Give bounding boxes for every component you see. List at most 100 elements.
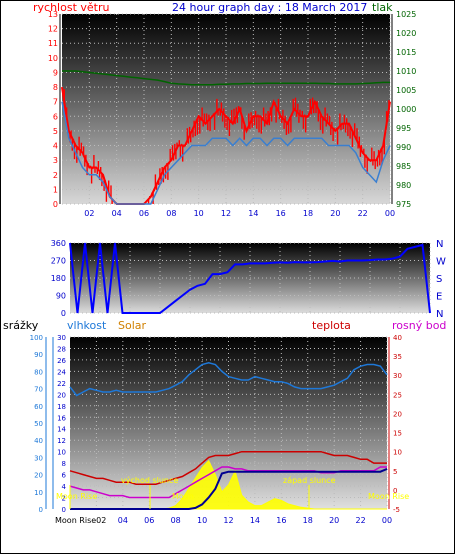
x-tick-label: 22	[355, 516, 365, 525]
compass-label: S	[436, 274, 442, 285]
wind-tick-label: 9	[53, 68, 58, 77]
rain-tick-label: 20	[34, 472, 43, 480]
humidity-tick-label: 16	[57, 414, 66, 422]
x-tick-label: 18	[303, 516, 313, 525]
rain-tick-label: 40	[34, 437, 43, 445]
wind-tick-label: 5	[53, 127, 58, 136]
pressure-tick-label: 1000	[396, 105, 416, 114]
moon-rise-left: Moon Rise	[56, 492, 97, 501]
pressure-tick-label: 1010	[396, 67, 416, 76]
x-tick-label: 20	[330, 209, 340, 218]
wind-tick-label: 0	[53, 200, 58, 209]
x-tick-label: 04	[112, 209, 122, 218]
compass-label: W	[436, 257, 446, 268]
rain-tick-label: 0	[39, 506, 43, 514]
humidity-tick-label: 4	[62, 483, 67, 491]
series-line	[69, 362, 388, 397]
wind-tick-label: 3	[53, 156, 58, 165]
wind-tick-label: 12	[48, 25, 58, 34]
temperature-tick-label: 10	[393, 449, 402, 457]
rain-tick-label: 10	[34, 489, 43, 497]
x-tick-label: 04	[118, 516, 128, 525]
humidity-tick-label: 30	[57, 334, 66, 342]
temperature-axis-ticks: -5 0 5 10 15 20 25 30 35 40	[393, 334, 402, 514]
humidity-label: vlhkost	[67, 319, 107, 332]
direction-tick-label: 90	[56, 292, 66, 301]
humidity-tick-label: 12	[57, 437, 66, 445]
pressure-tick-label: 975	[396, 200, 411, 209]
series-line	[69, 450, 387, 485]
temperature-tick-label: 15	[393, 430, 402, 438]
x-tick-label: 12	[221, 209, 231, 218]
direction-tick-label: 270	[51, 257, 66, 266]
pressure-axis-ticks: 975 980 985 990 995 1000 1005 1010 1015 1020 1025	[396, 10, 416, 209]
x-tick-label: 12	[223, 516, 233, 525]
temperature-tick-label: 30	[393, 372, 402, 380]
panel-wind-pressure	[62, 14, 390, 204]
solar-label: Solar	[118, 319, 147, 332]
temperature-tick-label: 40	[393, 334, 402, 342]
sunrise-label: východ slunce	[121, 476, 178, 485]
rain-tick-label: 30	[34, 454, 43, 462]
temperature-tick-label: 25	[393, 391, 402, 399]
panel1-x-ticks: 02 04 06 08 10 12 14 16 18 20 22 00	[84, 209, 395, 218]
humidity-tick-label: 24	[57, 368, 66, 376]
x-tick-label: 00	[382, 516, 392, 525]
rain-tick-label: 80	[34, 368, 43, 376]
x-tick-label: 06	[144, 516, 154, 525]
pressure-tick-label: 995	[396, 124, 411, 133]
wind-tick-label: 4	[53, 142, 58, 151]
pressure-tick-label: 1025	[396, 10, 416, 19]
temperature-tick-label: 5	[393, 468, 397, 476]
rain-tick-label: 50	[34, 420, 43, 428]
series-line	[61, 101, 391, 205]
pressure-tick-label: 990	[396, 143, 411, 152]
x-tick-label: 16	[276, 516, 286, 525]
humidity-tick-label: 20	[57, 391, 66, 399]
wind-tick-label: 2	[53, 171, 58, 180]
rain-axis-ticks: 0 10 20 30 40 50 60 70 80 90 100	[30, 334, 43, 514]
direction-tick-label: 0	[61, 309, 66, 318]
dewpoint-label: rosný bod	[392, 319, 446, 332]
panel3-series	[69, 362, 388, 510]
humidity-tick-label: 22	[57, 380, 66, 388]
wind-tick-label: 13	[48, 10, 58, 19]
moon-label: Moon	[172, 492, 194, 501]
pressure-tick-label: 1020	[396, 29, 416, 38]
rain-tick-label: 100	[30, 334, 43, 342]
humidity-tick-label: 26	[57, 357, 66, 365]
rain-tick-label: 70	[34, 386, 43, 394]
pressure-tick-label: 1005	[396, 86, 416, 95]
x-tick-label: 08	[166, 209, 176, 218]
chart-title: 24 hour graph day : 18 March 2017	[172, 1, 367, 14]
rain-tick-label: 60	[34, 403, 43, 411]
rain-tick-label: 90	[34, 351, 43, 359]
x-tick-label: 10	[194, 209, 204, 218]
x-tick-label: 00	[385, 209, 395, 218]
pressure-tick-label: 985	[396, 162, 411, 171]
pressure-tick-label: 1015	[396, 48, 416, 57]
wind-tick-label: 7	[53, 98, 58, 107]
panel-humidity-temp	[70, 337, 387, 509]
wind-tick-label: 1	[53, 185, 58, 194]
wind-speed-label: rychlost větru	[33, 1, 109, 14]
temperature-label: teplota	[312, 319, 351, 332]
x-tick-label: 02	[84, 209, 94, 218]
humidity-tick-label: 6	[62, 472, 67, 480]
temperature-tick-label: -5	[393, 506, 400, 514]
direction-line	[69, 242, 431, 314]
humidity-tick-label: 2	[62, 495, 66, 503]
humidity-tick-label: 8	[62, 460, 66, 468]
direction-axis-ticks: 0 90 180 270 360	[51, 239, 66, 318]
rain-label: srážky	[3, 319, 39, 332]
pressure-label: tlak	[372, 1, 393, 14]
humidity-tick-label: 14	[57, 426, 66, 434]
humidity-tick-label: 18	[57, 403, 66, 411]
wind-tick-label: 10	[48, 54, 58, 63]
x-tick-label: 14	[248, 209, 258, 218]
